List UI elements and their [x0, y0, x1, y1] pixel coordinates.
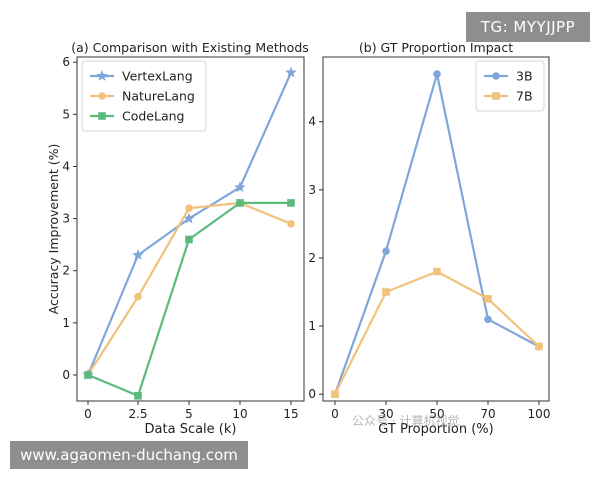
panel-b-y-tick-label: 1: [308, 319, 316, 333]
panel-b-data-point-7b: [484, 295, 492, 303]
panel-a-data-point-vertexlang: [234, 181, 246, 193]
panel-a-data-point-codelang: [84, 371, 92, 379]
panel-b-plot-frame: [322, 56, 550, 402]
panel-b-data-point-3b: [382, 247, 390, 255]
panel-a-legend-label: NatureLang: [122, 89, 195, 104]
panel-a-legend-marker: [98, 92, 106, 100]
panel-b-y-tick-label: 0: [308, 387, 316, 401]
panel-b-x-tick-label: 70: [480, 407, 495, 421]
panel-a-title: (a) Comparison with Existing Methods: [71, 40, 309, 55]
panel-b-series-line-7b: [334, 270, 540, 395]
panel-b-legend-box: [475, 60, 545, 112]
panel-b-x-tick-label: 30: [378, 407, 393, 421]
panel-a-y-tick-label: 6: [62, 55, 70, 69]
panel-b-data-point-3b: [484, 315, 492, 324]
panel-b-data-point-7b: [433, 267, 441, 276]
panel-a-legend-label: VertexLang: [122, 69, 193, 84]
panel-a-data-point-codelang: [134, 391, 142, 400]
panel-a-data-point-vertexlang: [132, 249, 144, 260]
panel-b-data-point-7b: [331, 390, 339, 398]
panel-a-plot-frame: [76, 56, 305, 402]
panel-a-x-tick-label: 5: [185, 407, 193, 421]
panel-b-x-axis-label: GT Proportion (%): [378, 422, 493, 437]
panel-a-y-tick-label: 0: [62, 368, 70, 382]
panel-a-x-tick-label: 2.5: [128, 407, 147, 421]
panel-b-legend-label: 7B: [516, 89, 533, 104]
panel-b-x-tick-label: 100: [528, 407, 551, 421]
watermark-top-right: TG: MYYJJPP: [466, 12, 590, 42]
panel-b-y-tick-label: 4: [308, 115, 316, 129]
panel-a-y-tick-label: 5: [62, 107, 70, 121]
panel-a-series-line-naturelang: [87, 201, 292, 376]
panel-b-data-point-7b: [382, 288, 390, 296]
panel-a-data-point-codelang: [236, 199, 244, 207]
panel-b-y-tick-label: 3: [308, 183, 316, 197]
panel-b-data-point-3b: [433, 70, 441, 78]
panel-b-legend-label: 3B: [516, 69, 533, 84]
watermark-faint: 公众号 · 计算机视觉: [352, 414, 460, 428]
panel-b-title: (b) GT Proportion Impact: [359, 40, 513, 55]
panel-a-data-point-vertexlang: [285, 66, 297, 78]
panel-a-legend-box: [81, 60, 207, 132]
panel-a-data-point-codelang: [287, 199, 295, 207]
panel-b-legend-marker: [492, 72, 500, 80]
panel-a-y-tick-label: 3: [62, 212, 70, 226]
panel-b-series-line-3b: [333, 72, 540, 395]
panel-b-legend-marker: [492, 92, 500, 100]
panel-a-y-tick-label: 4: [62, 159, 70, 173]
watermark-bottom-left: www.agaomen-duchang.com: [10, 441, 248, 469]
panel-a-data-point-naturelang: [185, 204, 193, 212]
panel-a-y-axis-label: Accuracy Improvement (%): [46, 144, 61, 315]
panel-a-data-point-codelang: [185, 235, 193, 244]
panel-b-x-tick-label: 0: [331, 407, 339, 421]
panel-a-y-tick-label: 2: [62, 264, 70, 278]
panel-a-x-axis-label: Data Scale (k): [145, 422, 237, 437]
panel-a-x-tick-label: 15: [283, 407, 298, 421]
panel-b-y-tick-label: 2: [308, 251, 316, 265]
panel-a-legend-marker: [98, 112, 106, 120]
panel-a-data-point-vertexlang: [183, 212, 195, 224]
panel-a-legend-marker: [96, 70, 108, 81]
panel-a-legend-label: CodeLang: [122, 109, 184, 124]
panel-a-x-tick-label: 10: [232, 407, 247, 421]
panel-b-x-tick-label: 50: [429, 407, 444, 421]
panel-a-data-point-naturelang: [287, 219, 295, 228]
panel-a-y-tick-label: 1: [62, 316, 70, 330]
panel-b-data-point-7b: [535, 342, 543, 351]
panel-a-data-point-naturelang: [134, 292, 142, 301]
panel-a-x-tick-label: 0: [84, 407, 92, 421]
